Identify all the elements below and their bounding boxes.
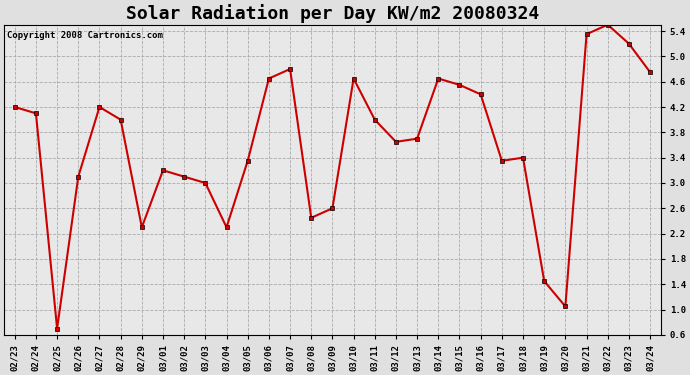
Text: Copyright 2008 Cartronics.com: Copyright 2008 Cartronics.com — [8, 31, 164, 40]
Title: Solar Radiation per Day KW/m2 20080324: Solar Radiation per Day KW/m2 20080324 — [126, 4, 539, 23]
